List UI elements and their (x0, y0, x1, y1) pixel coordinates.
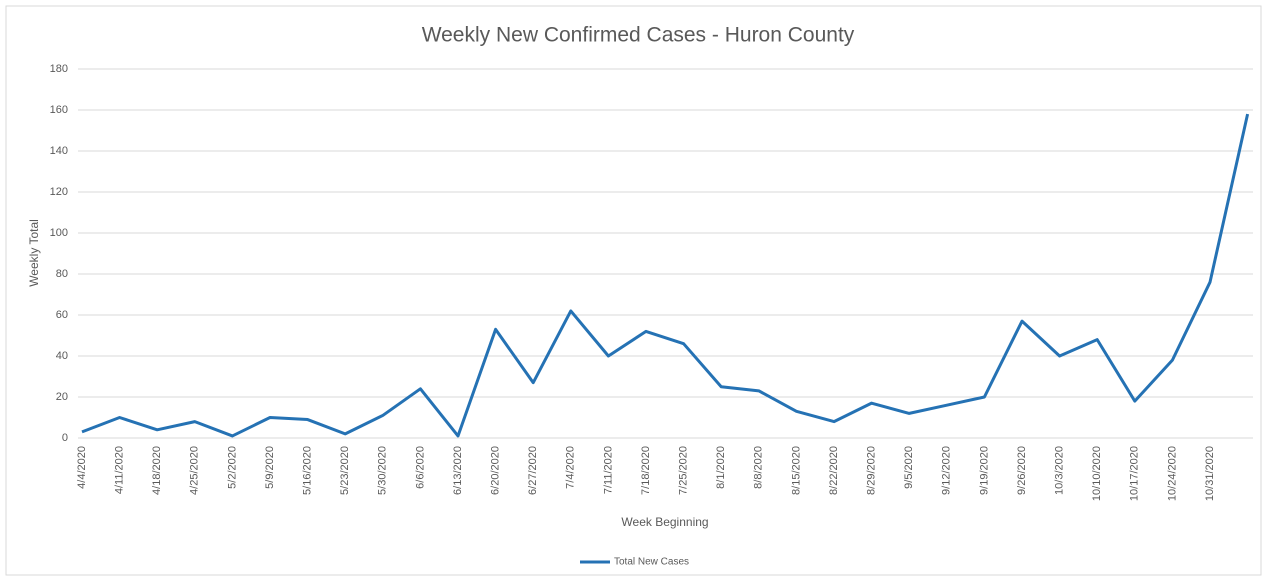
x-tick-label: 7/18/2020 (640, 446, 652, 495)
x-tick-label: 10/24/2020 (1166, 446, 1178, 501)
x-tick-label: 6/20/2020 (490, 446, 502, 495)
x-tick-label: 6/6/2020 (414, 446, 426, 489)
x-tick-label: 8/8/2020 (753, 446, 765, 489)
x-tick-label: 9/19/2020 (978, 446, 990, 495)
y-tick-label: 180 (50, 63, 68, 75)
x-tick-label: 8/15/2020 (790, 446, 802, 495)
x-tick-label: 10/10/2020 (1091, 446, 1103, 501)
x-tick-label: 4/25/2020 (189, 446, 201, 495)
x-tick-label: 6/27/2020 (527, 446, 539, 495)
y-tick-label: 60 (56, 309, 68, 321)
x-tick-label: 10/17/2020 (1129, 446, 1141, 501)
x-tick-label: 5/23/2020 (339, 446, 351, 495)
y-tick-label: 80 (56, 268, 68, 280)
y-tick-label: 140 (50, 145, 68, 157)
x-tick-label: 7/25/2020 (678, 446, 690, 495)
y-tick-label: 100 (50, 227, 68, 239)
x-tick-label: 9/12/2020 (941, 446, 953, 495)
x-axis-title: Week Beginning (621, 515, 708, 529)
y-tick-label: 20 (56, 391, 68, 403)
x-tick-label: 7/4/2020 (565, 446, 577, 489)
y-tick-label: 40 (56, 350, 68, 362)
x-tick-label: 8/29/2020 (866, 446, 878, 495)
y-tick-label: 0 (62, 432, 68, 444)
y-axis-title: Weekly Total (27, 219, 41, 287)
x-tick-label: 10/31/2020 (1204, 446, 1216, 501)
x-tick-label: 4/18/2020 (151, 446, 163, 495)
x-tick-label: 10/3/2020 (1054, 446, 1066, 495)
x-tick-label: 4/4/2020 (76, 446, 88, 489)
y-tick-label: 120 (50, 186, 68, 198)
x-tick-label: 5/2/2020 (226, 446, 238, 489)
x-tick-label: 5/16/2020 (302, 446, 314, 495)
legend-label: Total New Cases (614, 557, 689, 568)
chart-title: Weekly New Confirmed Cases - Huron Count… (422, 24, 855, 47)
x-tick-label: 7/11/2020 (602, 446, 614, 494)
x-tick-label: 5/9/2020 (264, 446, 276, 489)
x-tick-label: 5/30/2020 (377, 446, 389, 495)
x-tick-label: 6/13/2020 (452, 446, 464, 495)
x-tick-label: 4/11/2020 (114, 446, 126, 494)
y-tick-label: 160 (50, 104, 68, 116)
x-tick-label: 9/5/2020 (903, 446, 915, 489)
x-tick-label: 8/22/2020 (828, 446, 840, 495)
data-line (81, 113, 1250, 438)
chart-frame (5, 5, 1262, 576)
x-tick-label: 9/26/2020 (1016, 446, 1028, 495)
x-tick-label: 8/1/2020 (715, 446, 727, 489)
